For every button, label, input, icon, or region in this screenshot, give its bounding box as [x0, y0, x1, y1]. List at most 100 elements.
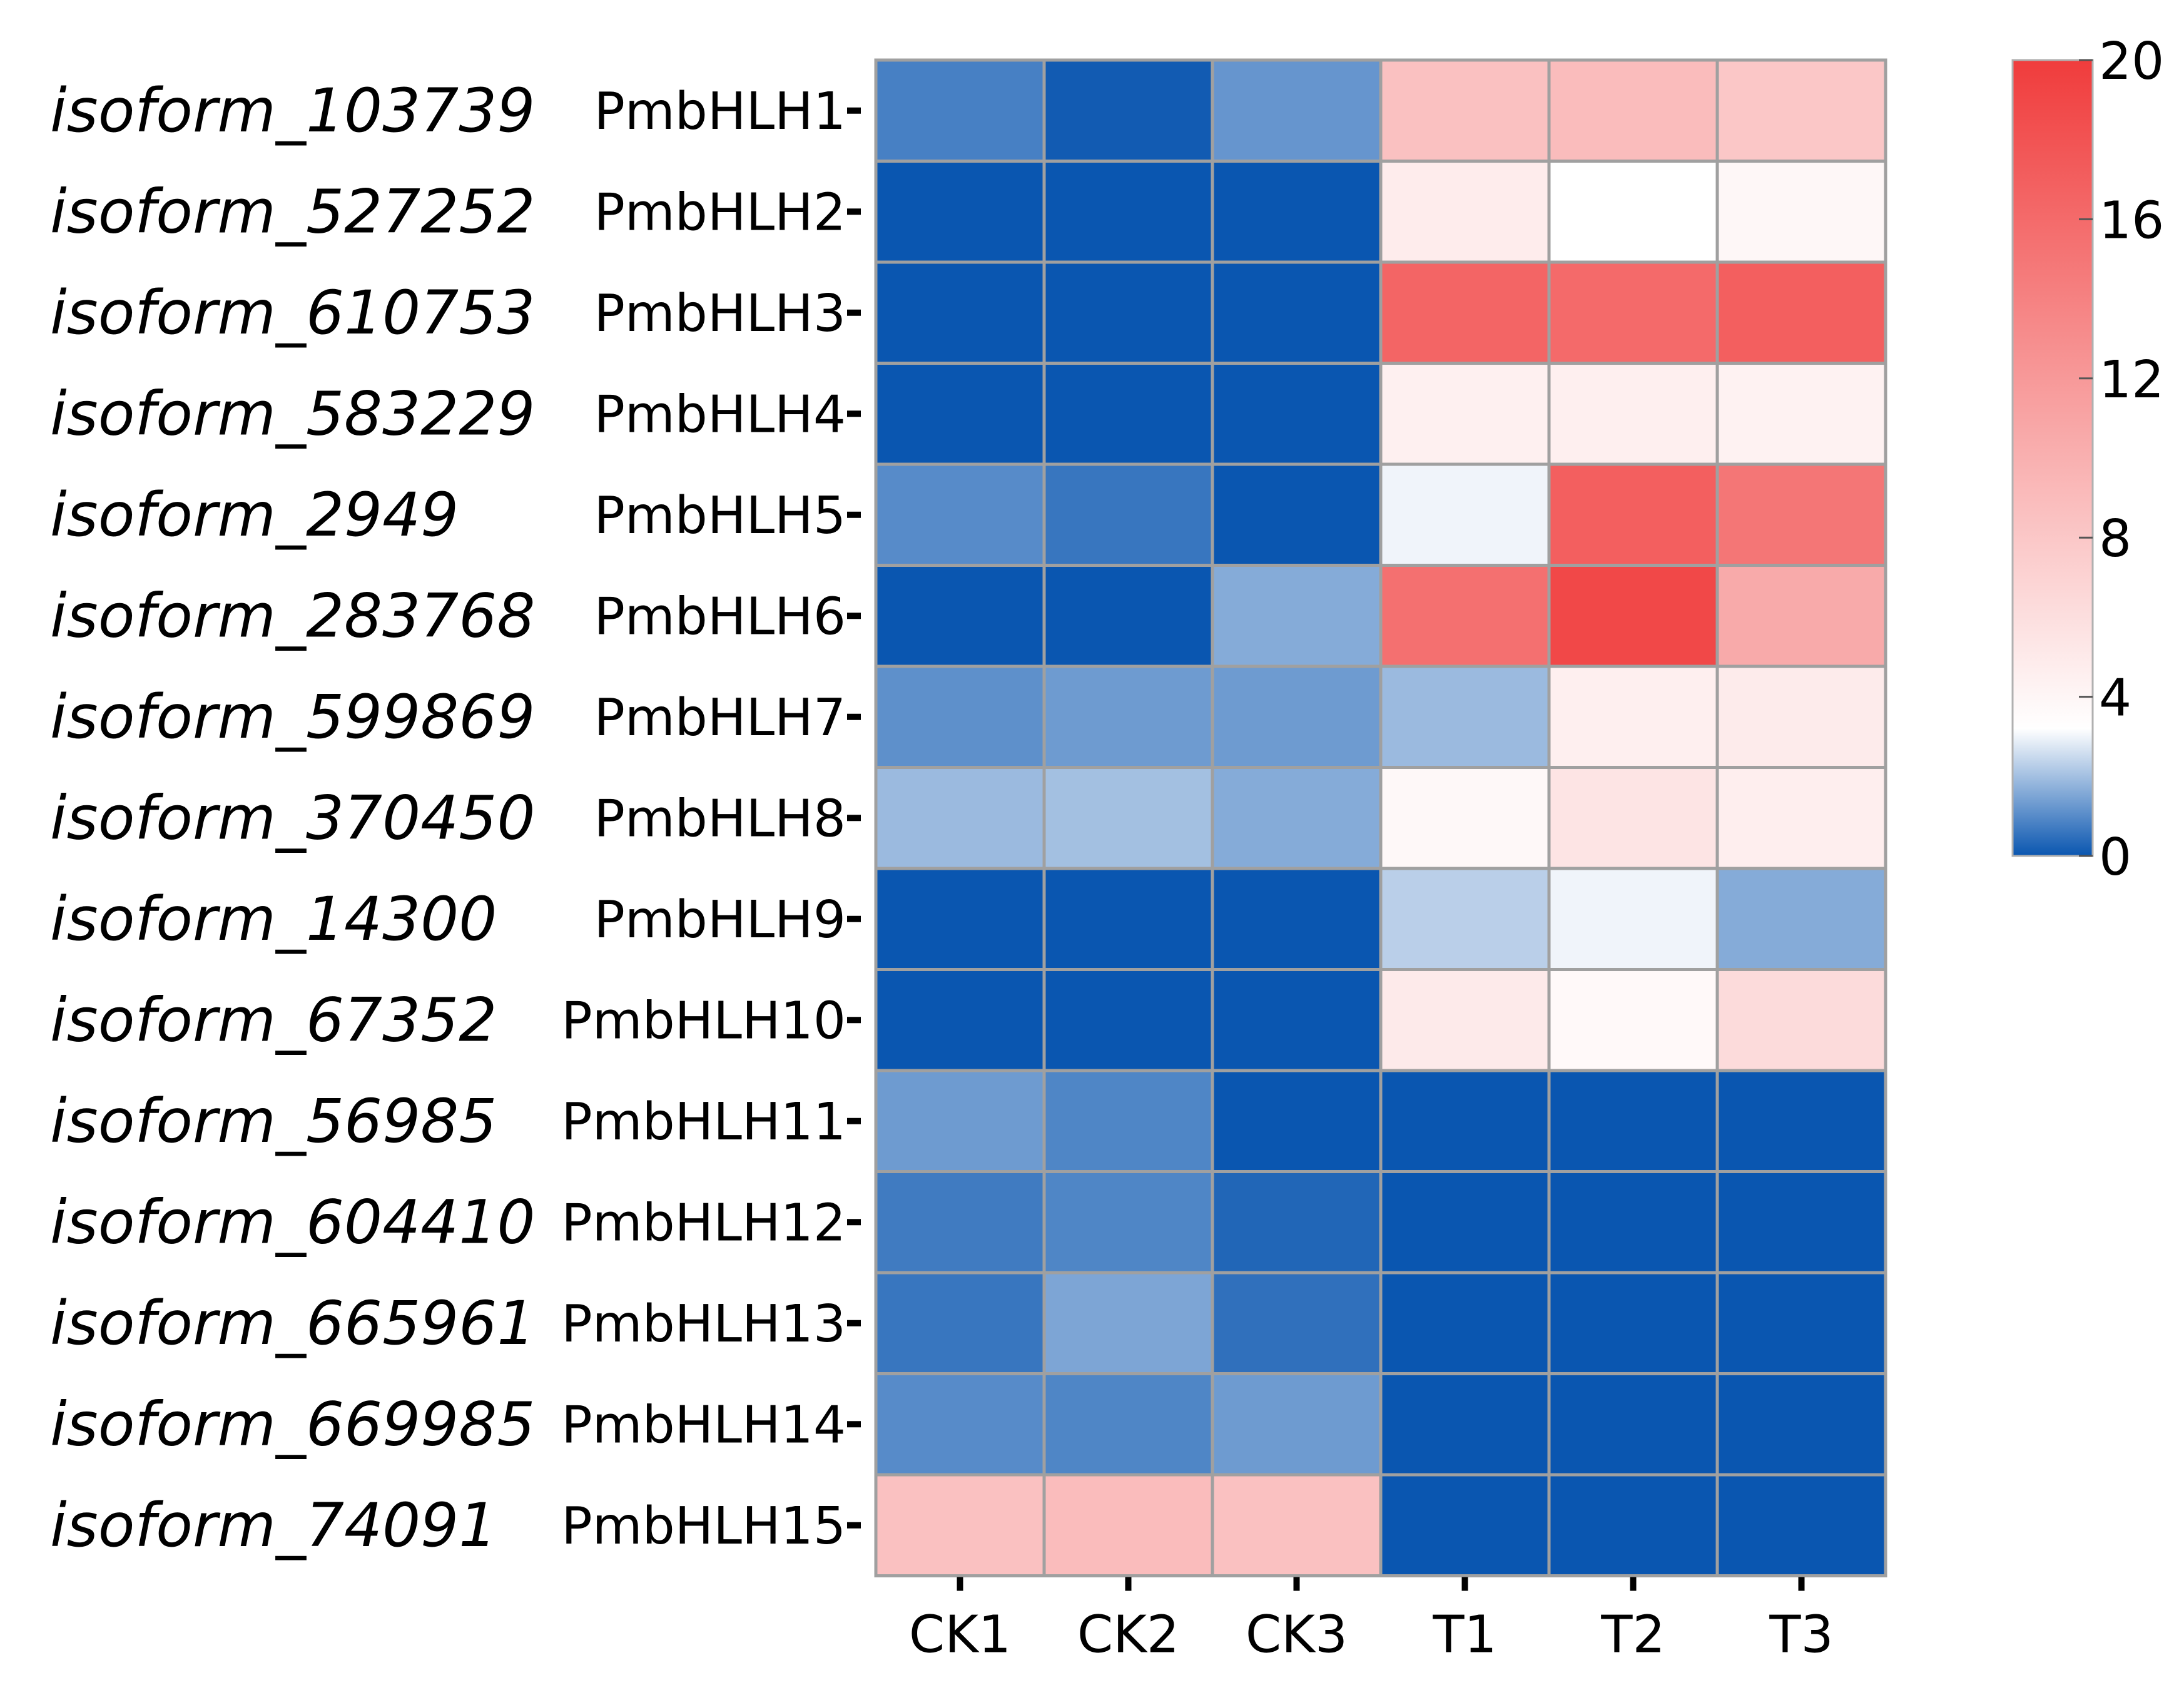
gene-label: PmbHLH11 — [561, 1092, 846, 1152]
column-tick — [1125, 1577, 1132, 1591]
heatmap-cell — [874, 766, 1046, 870]
isoform-label: isoform_56985 — [50, 1086, 497, 1156]
heatmap-cell — [1715, 766, 1887, 870]
column-label: T1 — [1432, 1606, 1496, 1665]
isoform-label: isoform_283768 — [50, 581, 535, 651]
gene-label: PmbHLH1 — [594, 82, 846, 141]
heatmap-cell — [1547, 1372, 1719, 1477]
heatmap-cell — [1715, 260, 1887, 365]
gene-label: PmbHLH15 — [561, 1497, 846, 1556]
heatmap-cell — [1379, 664, 1551, 769]
heatmap-cell — [1547, 1069, 1719, 1173]
column-tick — [1630, 1577, 1637, 1591]
gene-label: PmbHLH7 — [594, 688, 846, 748]
heatmap-cell — [1715, 1069, 1887, 1173]
heatmap-cell — [1042, 1069, 1214, 1173]
heatmap-cell — [1715, 1372, 1887, 1477]
heatmap-cell — [1379, 362, 1551, 466]
heatmap-cell — [874, 968, 1046, 1072]
isoform-label: isoform_665961 — [50, 1288, 535, 1358]
heatmap-cell — [1379, 160, 1551, 264]
heatmap-cell — [874, 1473, 1046, 1577]
heatmap-cell — [1715, 968, 1887, 1072]
heatmap-cell — [874, 1069, 1046, 1173]
heatmap-cell — [1211, 362, 1383, 466]
heatmap-cell — [874, 58, 1046, 163]
heatmap-cell — [1715, 362, 1887, 466]
isoform-label: isoform_604410 — [50, 1187, 535, 1257]
heatmap-cell — [874, 1372, 1046, 1477]
column-tick — [1798, 1577, 1805, 1591]
gene-label: PmbHLH4 — [594, 385, 846, 444]
gene-label: PmbHLH2 — [594, 183, 846, 242]
column-tick — [1293, 1577, 1300, 1591]
isoform-label: isoform_669985 — [50, 1389, 535, 1459]
heatmap-cell — [1042, 1372, 1214, 1477]
heatmap-cell — [1715, 462, 1887, 567]
row-tick — [847, 815, 861, 822]
colorbar-gradient — [2011, 59, 2094, 857]
heatmap-cell — [1547, 1473, 1719, 1577]
heatmap-cell — [1547, 867, 1719, 971]
heatmap-cell — [1042, 260, 1214, 365]
heatmap-cell — [874, 362, 1046, 466]
heatmap-cell — [1379, 968, 1551, 1072]
gene-label: PmbHLH14 — [561, 1395, 846, 1455]
heatmap-cell — [1211, 1271, 1383, 1375]
heatmap-cell — [1211, 260, 1383, 365]
heatmap-cell — [1042, 462, 1214, 567]
heatmap-cell — [1715, 1473, 1887, 1577]
heatmap-cell — [1211, 968, 1383, 1072]
row-tick — [847, 107, 861, 114]
heatmap-cell — [1042, 766, 1214, 870]
heatmap-cell — [874, 1271, 1046, 1375]
isoform-label: isoform_599869 — [50, 682, 535, 752]
row-tick — [847, 1421, 861, 1428]
heatmap-cell — [874, 664, 1046, 769]
column-label: CK2 — [1077, 1606, 1179, 1665]
colorbar-tick-label: 0 — [2099, 828, 2131, 887]
colorbar-tick-label: 8 — [2099, 509, 2131, 569]
row-tick — [847, 713, 861, 720]
heatmap-cell — [1379, 766, 1551, 870]
heatmap-cells — [874, 58, 1887, 1577]
column-label: T2 — [1600, 1606, 1665, 1665]
isoform-label: isoform_583229 — [50, 379, 535, 449]
heatmap-cell — [1715, 1170, 1887, 1275]
row-tick — [847, 208, 861, 215]
isoform-label: isoform_2949 — [50, 480, 459, 550]
row-tick — [847, 915, 861, 922]
heatmap-cell — [1379, 1473, 1551, 1577]
gene-label: PmbHLH8 — [594, 789, 846, 848]
heatmap-cell — [874, 462, 1046, 567]
row-tick — [847, 309, 861, 316]
row-tick — [847, 1219, 861, 1226]
row-tick — [847, 1017, 861, 1024]
heatmap-cell — [1547, 260, 1719, 365]
colorbar-tick-label: 16 — [2099, 191, 2164, 250]
heatmap-cell — [1379, 1271, 1551, 1375]
heatmap-cell — [1379, 260, 1551, 365]
row-tick — [847, 1522, 861, 1529]
row-tick — [847, 511, 861, 518]
heatmap-cell — [1042, 867, 1214, 971]
heatmap-cell — [1715, 58, 1887, 163]
heatmap-cell — [1211, 1069, 1383, 1173]
gene-label: PmbHLH13 — [561, 1295, 846, 1354]
column-labels: CK1 CK2 CK3 T1 T2 T3 — [909, 1577, 1834, 1665]
heatmap-cell — [1379, 1170, 1551, 1275]
heatmap-cell — [1042, 664, 1214, 769]
isoform-label: isoform_74091 — [50, 1490, 497, 1560]
column-tick — [957, 1577, 963, 1591]
heatmap-cell — [1211, 462, 1383, 567]
heatmap-cell — [1547, 1170, 1719, 1275]
isoform-label: isoform_103739 — [50, 76, 535, 146]
gene-label: PmbHLH5 — [594, 486, 846, 546]
row-tick — [847, 1320, 861, 1326]
heatmap-cell — [1042, 58, 1214, 163]
heatmap-cell — [1042, 160, 1214, 264]
heatmap-cell — [1042, 968, 1214, 1072]
gene-label: PmbHLH12 — [561, 1193, 846, 1253]
heatmap-cell — [1547, 766, 1719, 870]
